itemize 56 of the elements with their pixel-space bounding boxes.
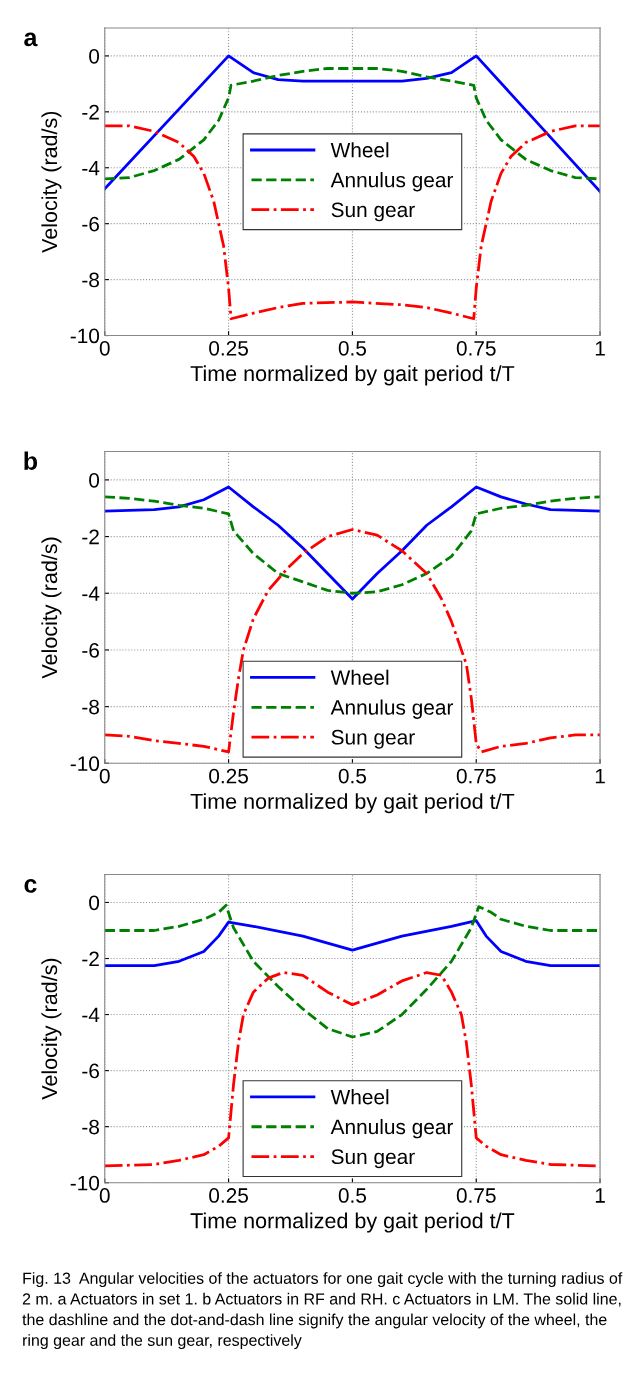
caption: Fig. 13 Angular velocities of the actuators for one gait cycle with the turning radius of 2 m. a Actuators in set 1. b Actuators in RF and RH. c Actuators in LM. The solid line, the dashline and the dot-and-dash line signify the angular velocity of the wheel, the ring gear and the sun gear, respectively — [22, 1272, 623, 1350]
x-tick-label: 0 — [99, 1188, 110, 1203]
x-tick-label: 1 — [595, 341, 605, 356]
legend-label: Wheel — [330, 1089, 389, 1105]
x-tick-label: 0 — [99, 768, 110, 784]
legend-label: Annulus gear — [330, 1118, 454, 1139]
y-tick-label: -8 — [82, 699, 99, 715]
x-tick-label: 1 — [595, 768, 605, 784]
x-tick-label: 0.5 — [338, 340, 367, 356]
x-tick-label: 0.25 — [209, 1188, 248, 1203]
x-axis-title: Time normalized by gait period t/T — [190, 793, 515, 814]
y-tick-label: -2 — [82, 529, 99, 545]
y-tick-label: -8 — [82, 272, 99, 288]
chart-title: a — [24, 32, 38, 47]
line-series — [104, 528, 601, 754]
x-axis-title: Time normalized by gait period t/T — [190, 1212, 515, 1233]
y-tick-label: 0 — [89, 472, 100, 488]
y-tick-label: 0 — [89, 895, 100, 911]
legend-label: Sun gear — [331, 202, 415, 222]
y-axis-title: Velocity (rad/s) — [41, 537, 62, 679]
y-tick-label: -6 — [82, 1063, 99, 1079]
x-tick-label: 0.25 — [209, 340, 248, 356]
x-tick-label: 0.5 — [338, 1188, 367, 1203]
x-tick-label: 0.5 — [338, 768, 367, 784]
line-series — [104, 54, 601, 193]
legend-label: Wheel — [330, 142, 389, 158]
y-tick-label: -4 — [82, 160, 100, 176]
y-tick-label: -10 — [70, 756, 100, 772]
legend-label: Annulus gear — [330, 699, 454, 719]
x-tick-label: 1 — [595, 1188, 605, 1203]
x-tick-label: 0.75 — [456, 340, 496, 356]
y-axis-title: Velocity (rad/s) — [41, 958, 62, 1100]
x-tick-label: 0.75 — [456, 1188, 496, 1203]
y-tick-label: -4 — [82, 1007, 100, 1023]
line-series — [104, 919, 601, 967]
chart-title: b — [24, 451, 38, 470]
y-tick-label: -6 — [82, 642, 99, 658]
y-tick-label: -2 — [82, 104, 99, 120]
chart-title: c — [24, 879, 37, 893]
x-axis-title: Time normalized by gait period t/T — [190, 365, 515, 386]
legend-label: Sun gear — [331, 1149, 415, 1169]
legend-label: Annulus gear — [330, 172, 454, 192]
y-tick-label: -10 — [70, 328, 100, 344]
y-tick-label: -2 — [82, 951, 99, 967]
y-axis-title: Velocity (rad/s) — [41, 111, 62, 253]
y-tick-label: -8 — [82, 1119, 99, 1135]
y-tick-label: -4 — [82, 586, 100, 601]
line-series — [104, 124, 601, 321]
x-tick-label: 0.25 — [209, 768, 248, 784]
y-tick-label: -10 — [70, 1175, 100, 1191]
legend-label: Wheel — [330, 669, 389, 685]
x-tick-label: 0 — [99, 340, 110, 356]
x-tick-label: 0.75 — [456, 768, 496, 784]
y-tick-label: -6 — [82, 216, 99, 232]
legend-label: Sun gear — [331, 729, 415, 749]
y-tick-label: 0 — [89, 48, 100, 64]
